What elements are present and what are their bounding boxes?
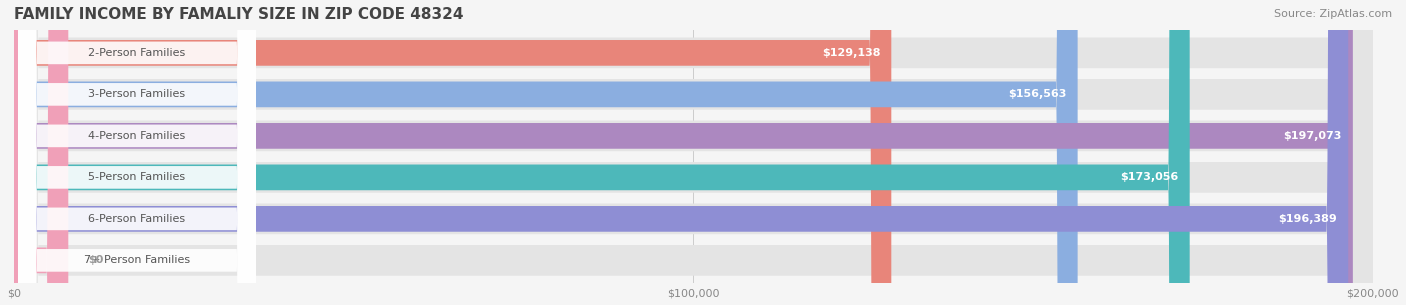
- FancyBboxPatch shape: [14, 0, 69, 305]
- Text: $129,138: $129,138: [823, 48, 880, 58]
- Text: $156,563: $156,563: [1008, 89, 1067, 99]
- FancyBboxPatch shape: [14, 0, 1077, 305]
- FancyBboxPatch shape: [14, 0, 1372, 305]
- Text: 4-Person Families: 4-Person Families: [89, 131, 186, 141]
- Text: 3-Person Families: 3-Person Families: [89, 89, 186, 99]
- FancyBboxPatch shape: [14, 0, 1189, 305]
- FancyBboxPatch shape: [18, 0, 256, 305]
- FancyBboxPatch shape: [14, 0, 1372, 305]
- Text: $0: $0: [89, 255, 104, 265]
- Text: $173,056: $173,056: [1121, 172, 1178, 182]
- Text: Source: ZipAtlas.com: Source: ZipAtlas.com: [1274, 9, 1392, 19]
- FancyBboxPatch shape: [14, 0, 1372, 305]
- FancyBboxPatch shape: [14, 0, 1372, 305]
- FancyBboxPatch shape: [18, 0, 256, 305]
- FancyBboxPatch shape: [18, 0, 256, 305]
- FancyBboxPatch shape: [14, 0, 1372, 305]
- FancyBboxPatch shape: [14, 0, 1348, 305]
- Text: 6-Person Families: 6-Person Families: [89, 214, 186, 224]
- Text: $197,073: $197,073: [1284, 131, 1341, 141]
- Text: 5-Person Families: 5-Person Families: [89, 172, 186, 182]
- FancyBboxPatch shape: [18, 0, 256, 305]
- FancyBboxPatch shape: [18, 0, 256, 305]
- Text: $196,389: $196,389: [1278, 214, 1337, 224]
- FancyBboxPatch shape: [18, 0, 256, 305]
- Text: 2-Person Families: 2-Person Families: [89, 48, 186, 58]
- FancyBboxPatch shape: [14, 0, 891, 305]
- Text: FAMILY INCOME BY FAMALIY SIZE IN ZIP CODE 48324: FAMILY INCOME BY FAMALIY SIZE IN ZIP COD…: [14, 7, 464, 22]
- Text: 7+ Person Families: 7+ Person Families: [84, 255, 190, 265]
- FancyBboxPatch shape: [14, 0, 1372, 305]
- FancyBboxPatch shape: [14, 0, 1353, 305]
